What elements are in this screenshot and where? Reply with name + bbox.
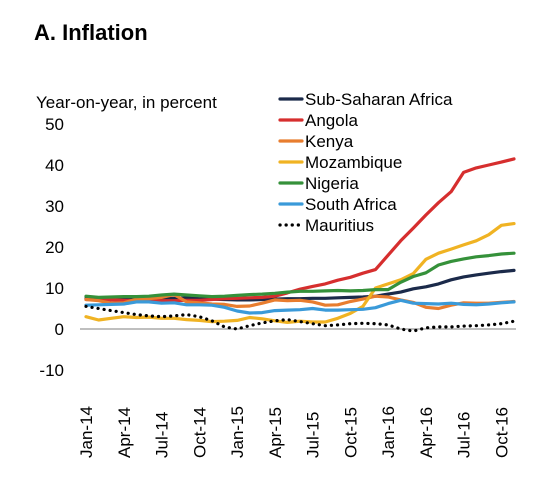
- series-line: [84, 293, 516, 311]
- y-tick-label: 50: [45, 115, 64, 134]
- x-tick-label: Jul-14: [153, 412, 172, 458]
- y-tick-labels: 50 40 30 20 10 0 -10: [39, 115, 64, 380]
- x-tick-label: Oct-16: [492, 407, 511, 458]
- x-tick-label: Apr-14: [115, 407, 134, 458]
- legend: Sub-Saharan Africa Angola Kenya Mozambique N…: [278, 90, 453, 235]
- x-tick-labels: Jan-14 Apr-14 Jul-14 Oct-14 Jan-15 Apr-15 Jul-…: [77, 406, 511, 458]
- legend-label: Angola: [305, 111, 358, 130]
- legend-label: South Africa: [305, 195, 397, 214]
- y-tick-label: 20: [45, 238, 64, 257]
- series-line: [84, 251, 516, 299]
- series-line: [84, 222, 516, 324]
- series-line: [84, 157, 516, 303]
- x-tick-label: Oct-15: [341, 407, 360, 458]
- y-tick-label: -10: [39, 361, 64, 380]
- series-lines: [84, 157, 516, 333]
- legend-label: Mauritius: [305, 216, 374, 235]
- x-tick-label: Jan-16: [379, 406, 398, 458]
- y-tick-label: 40: [45, 156, 64, 175]
- y-tick-label: 10: [45, 279, 64, 298]
- legend-label: Sub-Saharan Africa: [305, 90, 453, 109]
- series-line: [84, 304, 516, 333]
- x-tick-label: Jan-15: [228, 406, 247, 458]
- legend-label: Kenya: [305, 132, 354, 151]
- legend-label: Nigeria: [305, 174, 359, 193]
- x-tick-label: Apr-15: [266, 407, 285, 458]
- y-tick-label: 0: [55, 320, 64, 339]
- series-line: [84, 298, 516, 315]
- x-tick-label: Oct-14: [190, 407, 209, 458]
- chart-title: A. Inflation: [34, 20, 148, 45]
- x-tick-label: Jul-16: [455, 412, 474, 458]
- x-tick-label: Apr-16: [417, 407, 436, 458]
- y-axis-label: Year-on-year, in percent: [36, 93, 217, 112]
- legend-label: Mozambique: [305, 153, 402, 172]
- x-tick-label: Jul-15: [304, 412, 323, 458]
- y-tick-label: 30: [45, 197, 64, 216]
- x-tick-label: Jan-14: [77, 406, 96, 458]
